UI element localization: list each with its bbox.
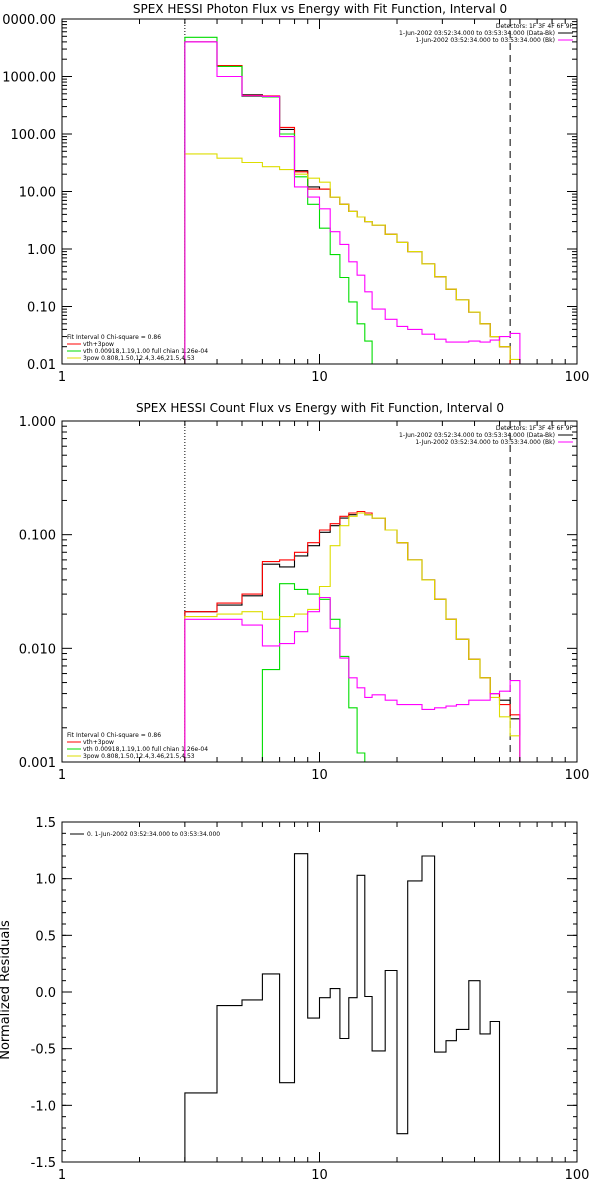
series-0-line	[184, 853, 511, 1162]
count-chart-title: SPEX HESSI Count Flux vs Energy with Fit…	[136, 401, 504, 415]
legend-bottom-entry: vth 0.00918,1.19,1.00 full chian 1.26e-0…	[83, 746, 208, 753]
legend-entry: 0. 1-Jun-2002 03:52:34.000 to 03:53:34.0…	[87, 831, 220, 838]
series-bk-line	[184, 41, 531, 364]
residuals-plot-area: 1 10 100 -1.5 -1.0 -0.5 0.0 0.5 1.0 1.5 0. 1-Jun-2…	[31, 816, 590, 1183]
y-tick-label: 10.00	[19, 186, 56, 201]
series-vth-3pow-line	[184, 41, 531, 364]
y-tick-label: -0.5	[31, 1043, 56, 1058]
count-flux-panel: SPEX HESSI Count Flux vs Energy with Fit…	[19, 401, 590, 783]
y-tick-label: 0.10	[27, 301, 56, 316]
x-tick-label: 10	[311, 768, 328, 783]
series-group	[184, 510, 532, 762]
legend-bottom-entry: vth 0.00918,1.19,1.00 full chian 1.26e-0…	[83, 348, 208, 355]
y-tick-label: 0.01	[27, 358, 56, 373]
series-3pow-line	[184, 512, 532, 762]
legend-top-entry: Detectors: 1F 3F 4F 6F 9F	[496, 23, 574, 30]
legend-top-entry: 1-Jun-2002 03:52:34.000 to 03:53:34.000 …	[415, 439, 555, 446]
y-tick-label: 100.00	[11, 128, 57, 143]
y-tick-label: -1.0	[31, 1099, 56, 1114]
count-plot-area: 1 10 100 0.001 0.010 0.100 1.000 Detectors: 1F …	[19, 415, 590, 783]
legend-bottom-entry: vth+3pow	[83, 739, 114, 746]
y-tick-label: 1.5	[35, 816, 56, 831]
x-tick-label: 10	[311, 370, 328, 385]
legend-top-entry: 1-Jun-2002 03:52:34.000 to 03:53:34.000 …	[399, 432, 555, 439]
series-vth-3pow-line	[184, 510, 531, 762]
legend-bottom-entry: 3pow 0.808,1.50,12.4,3.46,21.5,4.53	[83, 355, 195, 362]
y-tick-label: 1.000	[19, 415, 56, 430]
y-tick-label: 0.010	[19, 642, 56, 657]
legend-bottom-entry: Fit Interval 0 Chi-square = 0.86	[67, 732, 161, 739]
axes-frame	[61, 18, 578, 365]
series-group	[184, 36, 532, 364]
y-tick-label: 1000.00	[2, 71, 56, 86]
series-3pow-line	[184, 153, 531, 364]
series-vth-line	[184, 583, 532, 762]
x-tick-label: 1	[58, 370, 66, 385]
legend-bottom-entry: vth+3pow	[83, 341, 114, 348]
y-tick-label: 0.001	[19, 756, 56, 771]
y-tick-label: 1.00	[27, 243, 56, 258]
y-tick-label: 0.100	[19, 529, 56, 544]
series-vth-line	[184, 36, 532, 364]
x-tick-label: 100	[565, 768, 590, 783]
series-group	[184, 853, 511, 1162]
y-tick-label: 1.0	[35, 873, 56, 888]
x-tick-label: 100	[565, 1168, 590, 1183]
legend-top-entry: Detectors: 1F 3F 4F 6F 9F	[496, 425, 574, 432]
series-bk-line	[184, 596, 532, 762]
residuals-ylabel: Normalized Residuals	[0, 920, 13, 1060]
photon-plot-area: 1 10 100 0.01 0.10 1.00 10.00 100.00 1000.00 0000…	[2, 13, 590, 385]
series-data-bk-line	[184, 41, 531, 364]
y-tick-label: -1.5	[31, 1156, 56, 1171]
residuals-panel: Normalized Residuals 1 10 100 -1.5 -1.0 -0.5 0…	[0, 816, 589, 1183]
y-tick-label: 0.0	[35, 986, 56, 1001]
legend-bottom-entry: Fit Interval 0 Chi-square = 0.86	[67, 334, 161, 341]
x-tick-label: 100	[565, 370, 590, 385]
y-tick-label: 0.5	[35, 929, 56, 944]
series-data-bk-line	[184, 512, 531, 762]
legend-top-entry: 1-Jun-2002 03:52:34.000 to 03:53:34.000 …	[399, 30, 555, 37]
legend-bottom-entry: 3pow 0.808,1.50,12.4,3.46,21.5,4.53	[83, 753, 195, 760]
x-tick-label: 1	[58, 768, 66, 783]
x-tick-label: 10	[311, 1168, 328, 1183]
y-tick-label: 0000.00	[2, 13, 56, 28]
photon-chart-title: SPEX HESSI Photon Flux vs Energy with Fi…	[133, 2, 507, 16]
legend-top-entry: 1-Jun-2002 03:52:34.000 to 03:53:34.000 …	[415, 37, 555, 44]
x-tick-label: 1	[58, 1168, 66, 1183]
photon-flux-panel: SPEX HESSI Photon Flux vs Energy with Fi…	[2, 2, 590, 385]
